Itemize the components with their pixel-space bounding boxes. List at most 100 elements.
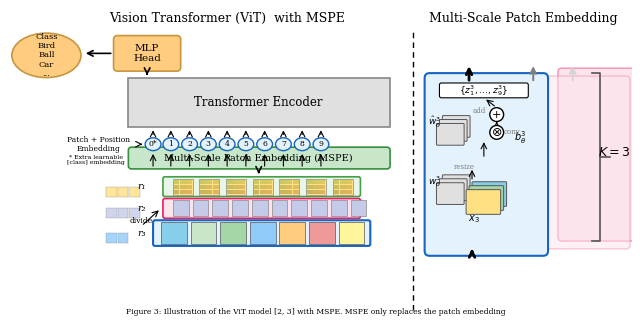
FancyBboxPatch shape — [163, 177, 360, 196]
Bar — [193, 201, 209, 216]
Text: 0*: 0* — [148, 140, 157, 148]
Bar — [280, 180, 286, 184]
Bar — [180, 180, 186, 184]
Text: 8: 8 — [300, 140, 305, 148]
Bar — [239, 190, 245, 194]
Text: r₁: r₁ — [137, 182, 145, 191]
FancyBboxPatch shape — [424, 73, 548, 256]
Text: Class
Bird
Ball
Car
...: Class Bird Ball Car ... — [35, 33, 58, 78]
FancyBboxPatch shape — [113, 36, 180, 71]
Bar — [227, 190, 232, 194]
Bar — [239, 185, 245, 189]
Text: 7: 7 — [281, 140, 286, 148]
Bar — [213, 190, 219, 194]
Bar — [266, 190, 272, 194]
Bar — [118, 208, 129, 218]
Bar — [129, 78, 390, 128]
Bar — [173, 180, 179, 184]
Bar — [173, 179, 193, 194]
Ellipse shape — [257, 138, 273, 151]
FancyBboxPatch shape — [442, 116, 470, 137]
Text: 5: 5 — [243, 140, 248, 148]
Bar — [173, 201, 189, 216]
FancyBboxPatch shape — [546, 76, 630, 249]
Ellipse shape — [163, 138, 179, 151]
Ellipse shape — [275, 138, 291, 151]
Text: divide: divide — [129, 217, 153, 225]
Bar — [173, 190, 179, 194]
Bar — [213, 180, 219, 184]
Bar — [260, 190, 266, 194]
Bar — [200, 180, 206, 184]
FancyBboxPatch shape — [436, 183, 464, 204]
Bar — [186, 190, 192, 194]
Text: $w_\theta^3$: $w_\theta^3$ — [428, 174, 442, 189]
Bar — [213, 185, 219, 189]
Text: $b_\theta^3$: $b_\theta^3$ — [514, 129, 527, 146]
Bar — [307, 185, 312, 189]
Bar — [351, 201, 366, 216]
Bar — [286, 190, 292, 194]
Bar — [280, 185, 286, 189]
Bar — [173, 185, 179, 189]
Text: * Extra learnable: * Extra learnable — [68, 155, 123, 159]
Bar — [346, 190, 352, 194]
Bar — [118, 233, 129, 243]
Bar — [280, 190, 286, 194]
Bar — [200, 190, 206, 194]
FancyBboxPatch shape — [153, 220, 371, 246]
Bar — [333, 179, 353, 194]
Bar — [226, 179, 246, 194]
Bar — [319, 185, 325, 189]
Bar — [313, 180, 319, 184]
FancyBboxPatch shape — [440, 83, 528, 98]
Bar — [280, 222, 305, 244]
Bar — [186, 180, 192, 184]
Bar — [180, 185, 186, 189]
Bar — [253, 180, 259, 184]
Text: $\otimes$: $\otimes$ — [491, 126, 502, 139]
Bar — [266, 180, 272, 184]
Bar — [340, 185, 346, 189]
Bar — [346, 185, 352, 189]
Ellipse shape — [220, 138, 235, 151]
Text: resize: resize — [454, 163, 475, 171]
Ellipse shape — [294, 138, 310, 151]
Text: 6: 6 — [262, 140, 267, 148]
FancyBboxPatch shape — [440, 119, 467, 141]
Text: Patch + Position
Embedding: Patch + Position Embedding — [67, 136, 131, 153]
Bar — [271, 201, 287, 216]
Circle shape — [490, 126, 504, 139]
Bar — [186, 185, 192, 189]
Bar — [250, 222, 275, 244]
Text: $K = 3$: $K = 3$ — [598, 146, 630, 159]
Text: 1: 1 — [168, 140, 173, 148]
Bar — [340, 190, 346, 194]
Text: Transformer Encoder: Transformer Encoder — [195, 96, 323, 109]
Text: 4: 4 — [225, 140, 230, 148]
Bar — [200, 185, 206, 189]
Bar — [106, 233, 116, 243]
Bar — [346, 180, 352, 184]
Bar — [106, 187, 116, 196]
Bar — [118, 187, 129, 196]
Ellipse shape — [238, 138, 254, 151]
Circle shape — [490, 108, 504, 121]
Bar — [280, 179, 300, 194]
Bar — [252, 201, 268, 216]
Text: +: + — [492, 109, 501, 119]
Bar — [129, 187, 140, 196]
Ellipse shape — [200, 138, 216, 151]
Bar — [340, 180, 346, 184]
Bar — [233, 190, 239, 194]
Bar — [129, 208, 140, 218]
Bar — [253, 185, 259, 189]
Bar — [292, 185, 299, 189]
Bar — [233, 180, 239, 184]
Ellipse shape — [182, 138, 198, 151]
Bar — [319, 190, 325, 194]
Bar — [239, 180, 245, 184]
Bar — [309, 222, 335, 244]
Bar — [306, 179, 326, 194]
Bar — [307, 180, 312, 184]
